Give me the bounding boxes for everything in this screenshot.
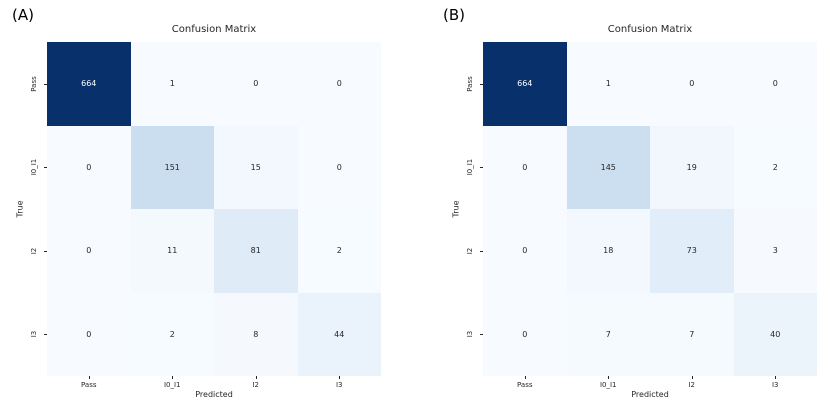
heatmap-cell: 0 bbox=[483, 209, 567, 293]
y-tick-mark bbox=[480, 334, 483, 336]
heatmap-cell: 3 bbox=[733, 209, 817, 293]
x-tick-label: Pass bbox=[81, 381, 97, 389]
y-tick-mark bbox=[480, 250, 483, 252]
y-tick-label: I0_I1 bbox=[466, 158, 474, 176]
heatmap-cell: 81 bbox=[214, 209, 298, 293]
x-tick-label: Pass bbox=[517, 381, 533, 389]
y-tick-mark bbox=[480, 83, 483, 85]
x-tick-label: I3 bbox=[771, 381, 779, 389]
y-tick-mark bbox=[44, 250, 47, 252]
heatmap-cell: 15 bbox=[214, 125, 298, 209]
heatmap-cell: 2 bbox=[733, 125, 817, 209]
heatmap-cell: 0 bbox=[47, 292, 131, 376]
panel-a: (A) Confusion Matrix True 664 1 0 0 0 151 15 0 0… bbox=[12, 6, 381, 399]
heatmap-cell: 0 bbox=[483, 125, 567, 209]
y-tick-label: I0_I1 bbox=[30, 158, 38, 176]
x-tick-label: I3 bbox=[335, 381, 343, 389]
chart-title: Confusion Matrix bbox=[171, 24, 257, 35]
x-tick-mark bbox=[88, 376, 90, 379]
heatmap-cell: 145 bbox=[566, 125, 650, 209]
x-tick-mark bbox=[524, 376, 526, 379]
heatmap-cell: 40 bbox=[733, 292, 817, 376]
x-tick-mark bbox=[172, 376, 174, 379]
heatmap-cell: 18 bbox=[566, 209, 650, 293]
heatmap-cell: 44 bbox=[297, 292, 381, 376]
x-tick-label: I0_I1 bbox=[599, 381, 617, 389]
x-tick-mark bbox=[608, 376, 610, 379]
y-axis-label: True bbox=[15, 200, 25, 218]
x-tick-mark bbox=[691, 376, 693, 379]
heatmap-cell: 11 bbox=[130, 209, 214, 293]
x-tick-mark bbox=[255, 376, 257, 379]
heatmap-cell: 0 bbox=[650, 42, 734, 126]
panel-b: (B) Confusion Matrix True 664 1 0 0 0 145 19 2 0… bbox=[415, 0, 830, 413]
y-tick-label: I3 bbox=[30, 330, 38, 338]
heatmap-cell: 0 bbox=[297, 125, 381, 209]
heatmap-cell: 7 bbox=[650, 292, 734, 376]
y-tick-label: Pass bbox=[30, 76, 38, 92]
heatmap-cell: 73 bbox=[650, 209, 734, 293]
x-tick-label: I2 bbox=[252, 381, 260, 389]
x-tick-label: I0_I1 bbox=[163, 381, 181, 389]
y-tick-mark bbox=[44, 334, 47, 336]
heatmap-cell: 7 bbox=[566, 292, 650, 376]
heatmap-cell: 151 bbox=[130, 125, 214, 209]
panel-a-label: (A) bbox=[12, 6, 34, 24]
y-tick-label: I2 bbox=[466, 247, 474, 255]
chart-title: Confusion Matrix bbox=[607, 24, 693, 35]
heatmap-cell: 1 bbox=[566, 42, 650, 126]
heatmap-cell: 2 bbox=[297, 209, 381, 293]
heatmap-cell: 0 bbox=[297, 42, 381, 126]
y-tick-mark bbox=[44, 167, 47, 169]
heatmap-cell: 0 bbox=[47, 125, 131, 209]
heatmap-grid: 664 1 0 0 0 145 19 2 0 18 73 3 0 7 7 40 Pass Pass I0_I1 I0_… bbox=[466, 42, 817, 389]
heatmap-cell: 1 bbox=[130, 42, 214, 126]
heatmap-cell: 2 bbox=[130, 292, 214, 376]
y-tick-label: I2 bbox=[30, 247, 38, 255]
x-axis-label: Predicted bbox=[631, 390, 669, 399]
y-axis-label: True bbox=[451, 200, 461, 218]
heatmap-cell: 19 bbox=[650, 125, 734, 209]
heatmap-cell: 664 bbox=[483, 42, 567, 126]
heatmap-cell: 0 bbox=[483, 292, 567, 376]
x-tick-mark bbox=[775, 376, 777, 379]
y-tick-label: I3 bbox=[466, 330, 474, 338]
x-tick-label: I2 bbox=[688, 381, 696, 389]
y-tick-label: Pass bbox=[466, 76, 474, 92]
heatmap-cell: 0 bbox=[214, 42, 298, 126]
y-tick-mark bbox=[44, 83, 47, 85]
heatmap-cell: 8 bbox=[214, 292, 298, 376]
y-tick-mark bbox=[480, 167, 483, 169]
panel-b-label: (B) bbox=[443, 6, 465, 24]
heatmap-cell: 0 bbox=[47, 209, 131, 293]
heatmap-grid: 664 1 0 0 0 151 15 0 0 11 81 2 0 2 8 44 Pass Pass I0_I1 I0_… bbox=[30, 42, 381, 389]
x-tick-mark bbox=[339, 376, 341, 379]
x-axis-label: Predicted bbox=[195, 390, 233, 399]
heatmap-cell: 664 bbox=[47, 42, 131, 126]
heatmap-cell: 0 bbox=[733, 42, 817, 126]
